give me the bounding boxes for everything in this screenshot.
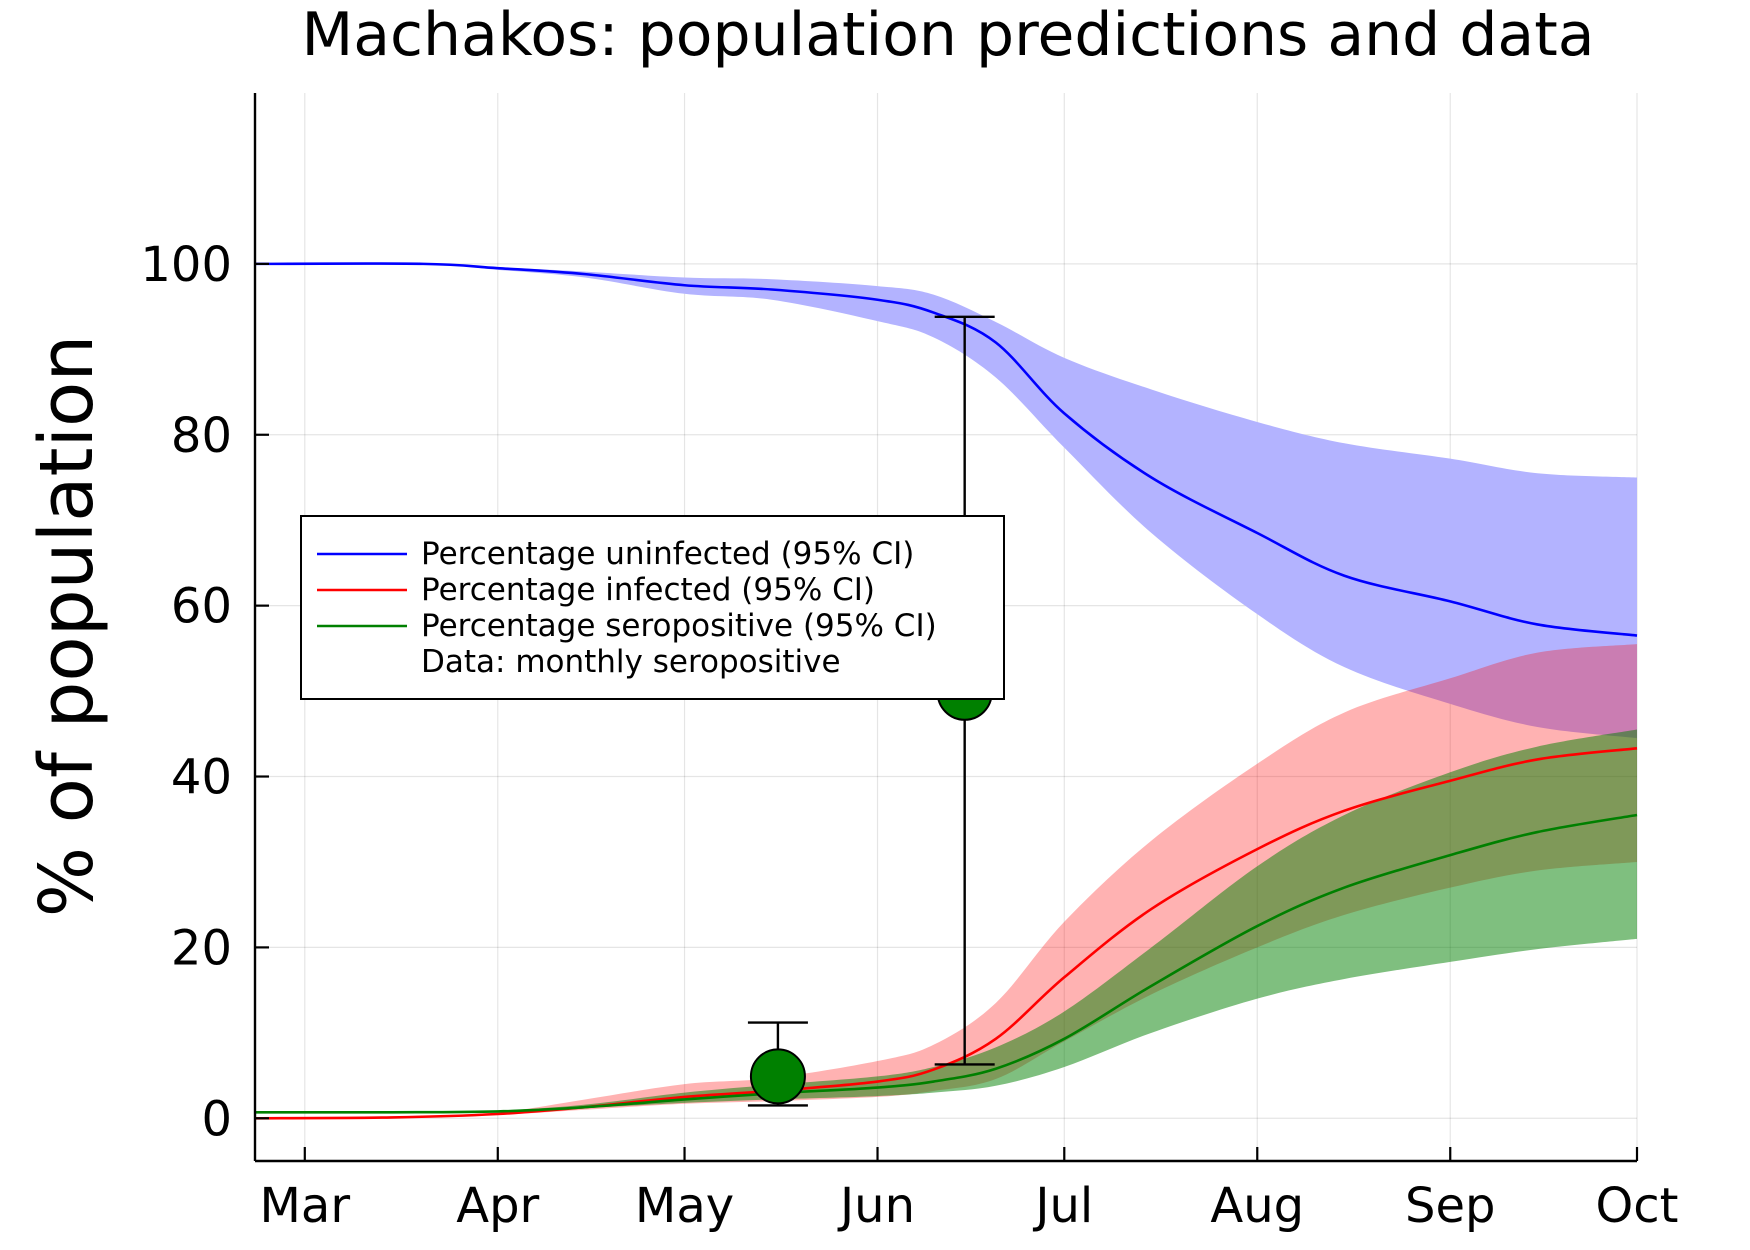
x-tick-label: Jun <box>837 1178 915 1234</box>
series-line <box>254 813 1638 1114</box>
x-tick-label: Mar <box>260 1178 351 1234</box>
y-tick-label: 20 <box>171 920 232 976</box>
tick-labels: Mar Apr May Jun Jul Aug Sep Oct 0 20 40 60 80 100 <box>140 237 1678 1234</box>
y-tick-label: 100 <box>140 237 232 293</box>
x-tick-label: Apr <box>456 1178 539 1234</box>
chart-title: Machakos: population predictions and dat… <box>302 0 1595 70</box>
y-axis-label: % of population <box>24 335 110 917</box>
x-tick-label: May <box>635 1178 734 1234</box>
x-tick-label: Sep <box>1405 1178 1495 1234</box>
y-tick-label: 60 <box>171 579 232 635</box>
legend-label: Percentage uninfected (95% CI) <box>421 536 914 572</box>
y-tick-label: 0 <box>201 1091 232 1147</box>
legend-label: Percentage infected (95% CI) <box>421 572 875 608</box>
axes <box>253 93 1639 1163</box>
series-line <box>254 262 1638 637</box>
x-tick-label: Aug <box>1210 1178 1304 1234</box>
data-point-marker <box>749 1048 806 1105</box>
x-tick-label: Oct <box>1596 1178 1679 1234</box>
x-tick-label: Jul <box>1032 1178 1093 1234</box>
series-lines <box>254 262 1638 1120</box>
confidence-band <box>255 263 1637 739</box>
legend: Percentage uninfected (95% CI)Percentage… <box>300 515 1005 700</box>
y-tick-label: 40 <box>171 750 232 806</box>
legend-label: Data: monthly seropositive <box>421 644 841 680</box>
y-tick-label: 80 <box>171 408 232 464</box>
series-line <box>254 747 1638 1120</box>
legend-label: Percentage seropositive (95% CI) <box>421 608 937 644</box>
confidence-band <box>255 644 1637 1119</box>
legend-box <box>300 515 1005 700</box>
